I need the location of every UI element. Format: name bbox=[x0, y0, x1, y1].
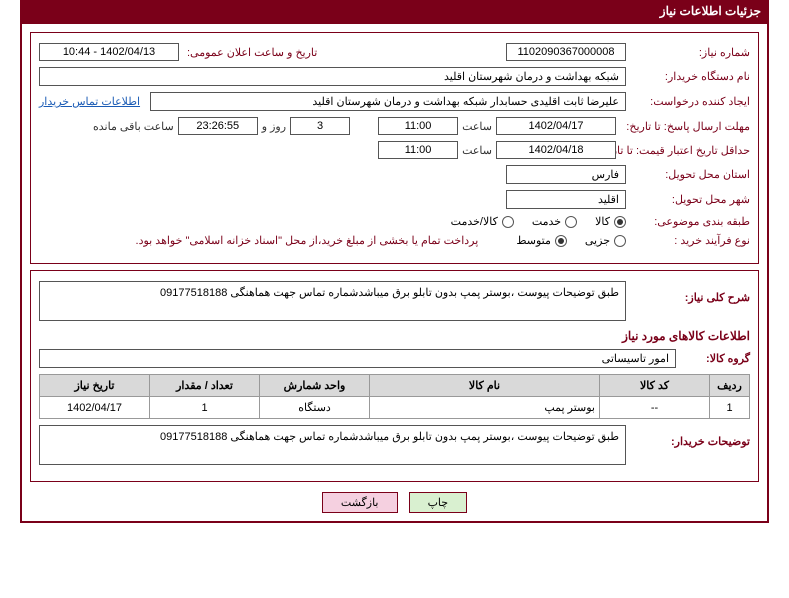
radio-icon bbox=[614, 235, 626, 247]
remaining-label: ساعت باقی مانده bbox=[93, 120, 174, 133]
table-header: کد کالا bbox=[600, 375, 710, 397]
contact-link[interactable]: اطلاعات تماس خریدار bbox=[39, 95, 146, 108]
radio-icon bbox=[614, 216, 626, 228]
process-label: نوع فرآیند خرید : bbox=[630, 234, 750, 247]
print-button[interactable]: چاپ bbox=[409, 492, 468, 513]
details-section: شرح کلی نیاز: طبق توضیحات پیوست ،بوستر پ… bbox=[30, 270, 759, 482]
button-row: چاپ بازگشت bbox=[30, 492, 759, 513]
province-field: فارس bbox=[506, 165, 626, 184]
validity-label: حداقل تاریخ اعتبار قیمت: تا تاریخ: bbox=[620, 144, 750, 157]
goods-table: ردیفکد کالانام کالاواحد شمارشتعداد / مقد… bbox=[39, 374, 750, 419]
deadline-time-field: 11:00 bbox=[378, 117, 458, 135]
buyer-org-label: نام دستگاه خریدار: bbox=[630, 70, 750, 83]
payment-note: پرداخت تمام یا بخشی از مبلغ خرید،از محل … bbox=[136, 234, 479, 247]
table-header: ردیف bbox=[710, 375, 750, 397]
radio-icon bbox=[502, 216, 514, 228]
radio-label: متوسط bbox=[516, 234, 551, 247]
buyer-note-label: توضیحات خریدار: bbox=[630, 425, 750, 448]
table-header: تعداد / مقدار bbox=[150, 375, 260, 397]
requester-field: علیرضا ثابت اقلیدی حسابدار شبکه بهداشت و… bbox=[150, 92, 626, 111]
radio-label: کالا/خدمت bbox=[451, 215, 498, 228]
need-no-label: شماره نیاز: bbox=[630, 46, 750, 59]
city-label: شهر محل تحویل: bbox=[630, 193, 750, 206]
deadline-label: مهلت ارسال پاسخ: تا تاریخ: bbox=[620, 120, 750, 133]
validity-time-field: 11:00 bbox=[378, 141, 458, 159]
table-header: نام کالا bbox=[370, 375, 600, 397]
radio-icon bbox=[565, 216, 577, 228]
table-row: 1--بوستر پمپدستگاه11402/04/17 bbox=[40, 397, 750, 419]
countdown-field: 23:26:55 bbox=[178, 117, 258, 135]
radio-label: جزیی bbox=[585, 234, 610, 247]
time-label-1: ساعت bbox=[462, 120, 492, 133]
outer-frame: شماره نیاز: 1102090367000008 تاریخ و ساع… bbox=[20, 22, 769, 523]
desc-label: شرح کلی نیاز: bbox=[630, 281, 750, 304]
buyer-org-field: شبکه بهداشت و درمان شهرستان اقلید bbox=[39, 67, 626, 86]
table-cell: 1402/04/17 bbox=[40, 397, 150, 419]
table-header: واحد شمارش bbox=[260, 375, 370, 397]
table-header: تاریخ نیاز bbox=[40, 375, 150, 397]
province-label: استان محل تحویل: bbox=[630, 168, 750, 181]
radio-label: خدمت bbox=[532, 215, 561, 228]
back-button[interactable]: بازگشت bbox=[322, 492, 398, 513]
table-cell: 1 bbox=[150, 397, 260, 419]
process-radio-group: جزیی متوسط bbox=[516, 234, 626, 247]
subject-cat-label: طبقه بندی موضوعی: bbox=[630, 215, 750, 228]
subject-radio-option[interactable]: خدمت bbox=[532, 215, 577, 228]
requester-label: ایجاد کننده درخواست: bbox=[630, 95, 750, 108]
main-info-section: شماره نیاز: 1102090367000008 تاریخ و ساع… bbox=[30, 32, 759, 264]
group-field: امور تاسیساتی bbox=[39, 349, 676, 368]
table-cell: -- bbox=[600, 397, 710, 419]
table-cell: بوستر پمپ bbox=[370, 397, 600, 419]
time-label-2: ساعت bbox=[462, 144, 492, 157]
announce-label: تاریخ و ساعت اعلان عمومی: bbox=[183, 46, 317, 59]
need-no-field: 1102090367000008 bbox=[506, 43, 626, 61]
page-title: جزئیات اطلاعات نیاز bbox=[20, 0, 769, 22]
days-field: 3 bbox=[290, 117, 350, 135]
table-cell: دستگاه bbox=[260, 397, 370, 419]
deadline-date-field: 1402/04/17 bbox=[496, 117, 616, 135]
process-radio-option[interactable]: متوسط bbox=[516, 234, 567, 247]
days-suffix: روز و bbox=[262, 120, 286, 133]
desc-text: طبق توضیحات پیوست ،بوستر پمپ بدون تابلو … bbox=[39, 281, 626, 321]
group-label: گروه کالا: bbox=[680, 352, 750, 365]
subject-radio-group: کالا خدمت کالا/خدمت bbox=[451, 215, 626, 228]
announce-field: 1402/04/13 - 10:44 bbox=[39, 43, 179, 61]
subject-radio-option[interactable]: کالا bbox=[595, 215, 626, 228]
validity-date-field: 1402/04/18 bbox=[496, 141, 616, 159]
radio-icon bbox=[555, 235, 567, 247]
process-radio-option[interactable]: جزیی bbox=[585, 234, 626, 247]
goods-heading: اطلاعات کالاهای مورد نیاز bbox=[39, 329, 750, 343]
city-field: اقلید bbox=[506, 190, 626, 209]
buyer-note-text: طبق توضیحات پیوست ،بوستر پمپ بدون تابلو … bbox=[39, 425, 626, 465]
table-cell: 1 bbox=[710, 397, 750, 419]
subject-radio-option[interactable]: کالا/خدمت bbox=[451, 215, 514, 228]
radio-label: کالا bbox=[595, 215, 610, 228]
